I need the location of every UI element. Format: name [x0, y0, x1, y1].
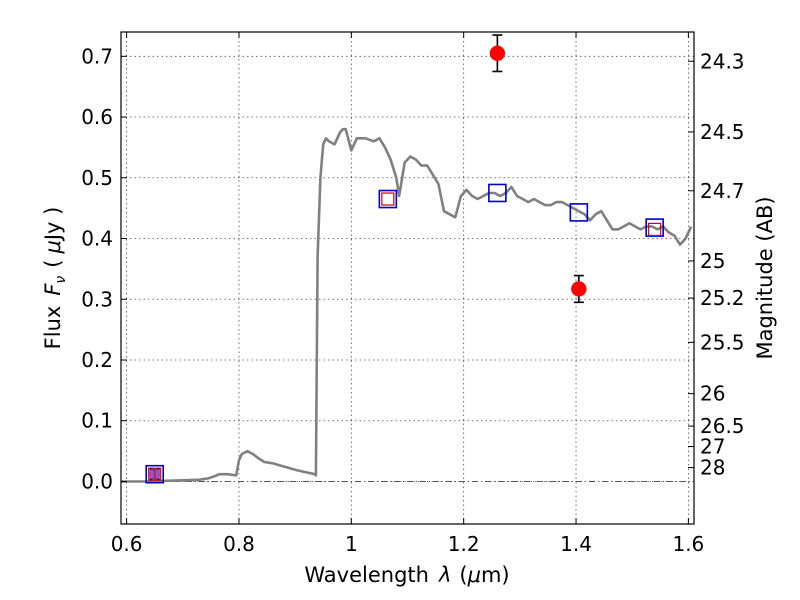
mag-tick-label: 28 [700, 456, 725, 480]
y-tick-label: 0.7 [81, 44, 113, 68]
y-tick-label: 0.4 [81, 227, 113, 251]
y-tick-label: 0.3 [81, 287, 113, 311]
x-tick-label: 1.4 [560, 532, 592, 556]
series-layer [121, 34, 693, 484]
model-photometry-marker [645, 218, 664, 237]
mag-tick-label: 24.7 [700, 179, 745, 203]
y-tick-label: 0.1 [81, 409, 113, 433]
y-axis-label: FluxFν(μJy ) [41, 207, 69, 350]
plot-frame [120, 31, 695, 525]
x-axis-label: Wavelength λ (μm) [304, 563, 509, 587]
mag-tick-label: 25.2 [700, 286, 745, 310]
ticks-layer: 0.6 0.8 1 1.2 1.4 1.6 0.0 0.1 0.2 0.3 0.4 0.5 0.6 0.7… [81, 32, 745, 556]
sed-template-line [121, 127, 693, 483]
mag-tick-label: 25.5 [700, 330, 745, 354]
observed-point-marker [148, 467, 161, 481]
y-tick-label: 0.0 [81, 469, 113, 493]
x-tick-label: 1.6 [672, 532, 704, 556]
model-photometry-marker [569, 203, 589, 222]
observed-square-marker [648, 222, 662, 237]
mag-tick-label: 24.3 [700, 49, 745, 73]
observed-square-marker [381, 192, 395, 206]
mag-tick-label: 25 [700, 249, 725, 273]
mag-tick-label: 26 [700, 382, 725, 406]
model-photometry-marker [378, 189, 398, 209]
mag-tick-label: 27 [700, 435, 725, 459]
y-tick-label: 0.5 [81, 166, 113, 190]
model-photometry-marker [488, 183, 507, 203]
grid-layer [121, 32, 694, 524]
observed-point-marker [571, 281, 587, 297]
y-tick-label: 0.6 [81, 105, 113, 129]
mag-tick-label: 26.5 [700, 414, 745, 438]
y2-axis-label: Magnitude (AB) [753, 196, 777, 359]
x-tick-label: 1 [345, 532, 358, 556]
mag-tick-label: 24.5 [700, 120, 745, 144]
x-tick-label: 1.2 [448, 532, 480, 556]
x-tick-label: 0.8 [223, 532, 255, 556]
x-tick-label: 0.6 [111, 532, 143, 556]
observed-point-marker [489, 45, 506, 62]
y-tick-label: 0.2 [81, 348, 113, 372]
model-photometry-marker [145, 464, 165, 484]
